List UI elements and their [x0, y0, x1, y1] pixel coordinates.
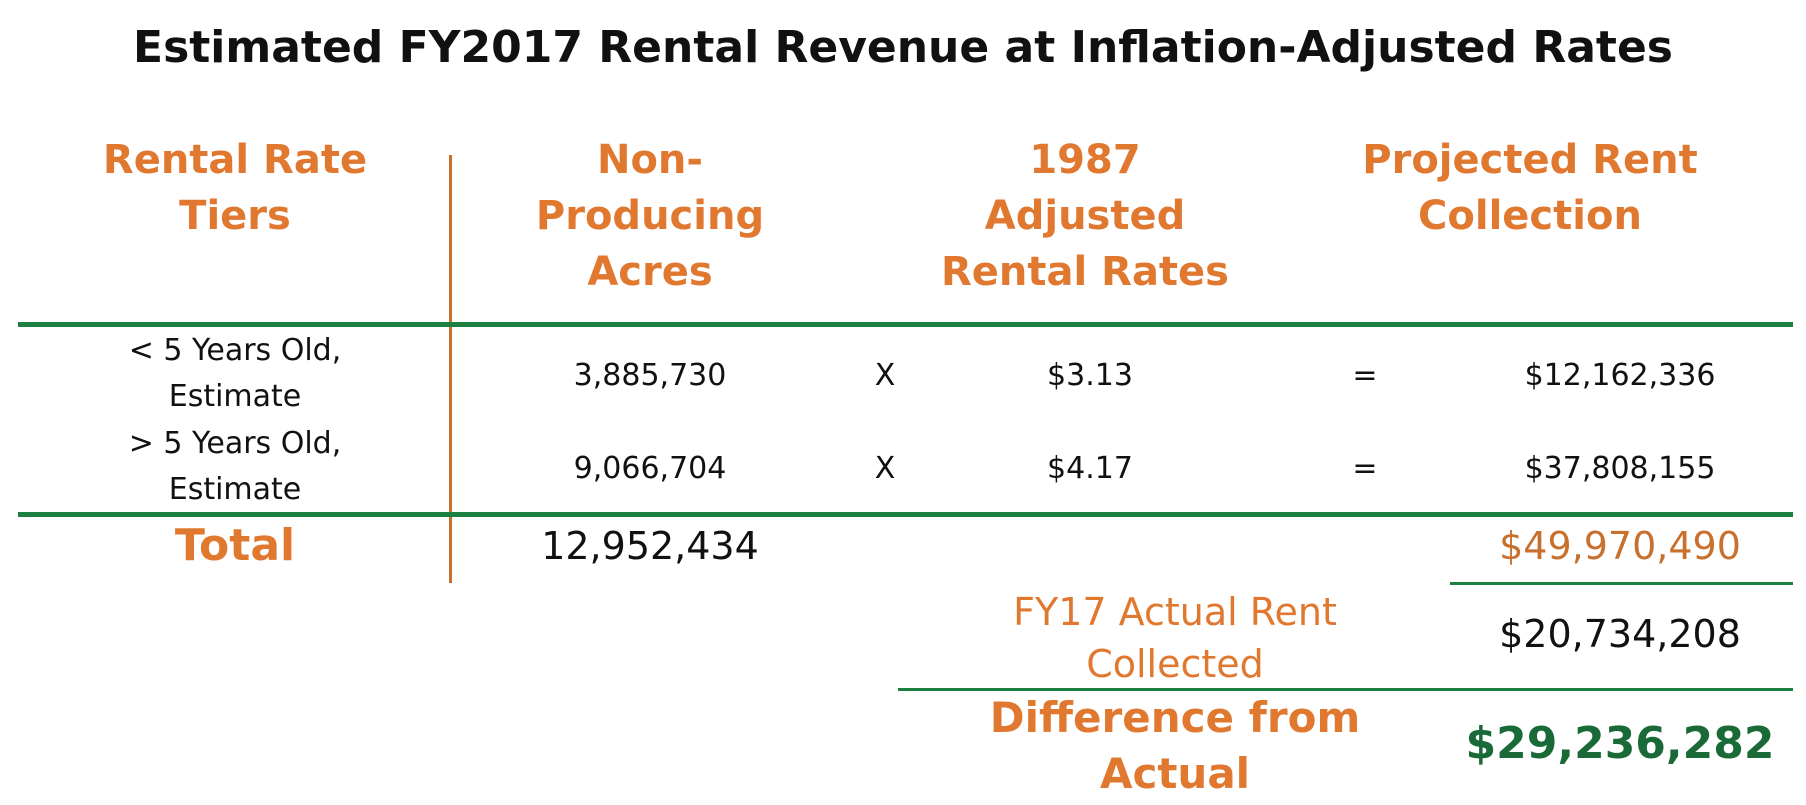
- row-rate: $4.17: [1047, 451, 1133, 486]
- difference-rule: [898, 688, 1793, 691]
- tier-line: Estimate: [168, 379, 302, 414]
- total-rule: [1450, 582, 1793, 585]
- row-projected: $37,808,155: [1524, 451, 1716, 486]
- header-line: Collection: [1418, 193, 1642, 239]
- header-line: Tiers: [179, 193, 291, 239]
- header-line: Adjusted: [984, 193, 1186, 239]
- table-row-tier: > 5 Years Old, Estimate: [55, 421, 415, 513]
- tier-line: > 5 Years Old,: [128, 426, 342, 461]
- header-line: Acres: [587, 249, 713, 295]
- header-line: 1987: [1029, 137, 1141, 183]
- equals-sign: =: [1352, 358, 1378, 393]
- table-row-tier: < 5 Years Old, Estimate: [55, 328, 415, 420]
- row-acres: 9,066,704: [573, 451, 727, 486]
- actual-collected-label: FY17 Actual Rent Collected: [945, 586, 1405, 690]
- page-title: Estimated FY2017 Rental Revenue at Infla…: [133, 22, 1673, 73]
- difference-label-line: Actual: [1099, 749, 1251, 798]
- tier-line: Estimate: [168, 472, 302, 507]
- multiply-sign: X: [874, 358, 896, 393]
- equals-sign: =: [1352, 451, 1378, 486]
- row-projected: $12,162,336: [1524, 358, 1716, 393]
- header-line: Projected Rent: [1362, 137, 1698, 183]
- header-line: Rental Rate: [102, 137, 368, 183]
- header-line: Non-: [596, 137, 704, 183]
- actual-label-line: Collected: [1086, 642, 1264, 686]
- header-line: Producing: [535, 193, 765, 239]
- actual-label-line: FY17 Actual Rent: [1013, 590, 1337, 634]
- header-rule: [18, 322, 1793, 327]
- header-projected-rent-collection: Projected Rent Collection: [1330, 132, 1730, 244]
- total-label: Total: [174, 520, 296, 571]
- header-rental-rate-tiers: Rental Rate Tiers: [55, 132, 415, 244]
- row-rate: $3.13: [1047, 358, 1133, 393]
- actual-collected-value: $20,734,208: [1499, 612, 1741, 656]
- difference-label: Difference from Actual: [945, 690, 1405, 802]
- tier-line: < 5 Years Old,: [128, 333, 342, 368]
- column-divider: [449, 155, 452, 583]
- header-adjusted-rental-rates: 1987 Adjusted Rental Rates: [905, 132, 1265, 300]
- header-line: Rental Rates: [940, 249, 1229, 295]
- difference-value: $29,236,282: [1465, 718, 1775, 769]
- rows-rule: [18, 512, 1793, 517]
- total-projected: $49,970,490: [1499, 524, 1741, 568]
- total-acres: 12,952,434: [541, 524, 759, 568]
- row-acres: 3,885,730: [573, 358, 727, 393]
- header-non-producing-acres: Non- Producing Acres: [480, 132, 820, 300]
- difference-label-line: Difference from: [989, 693, 1361, 742]
- multiply-sign: X: [874, 451, 896, 486]
